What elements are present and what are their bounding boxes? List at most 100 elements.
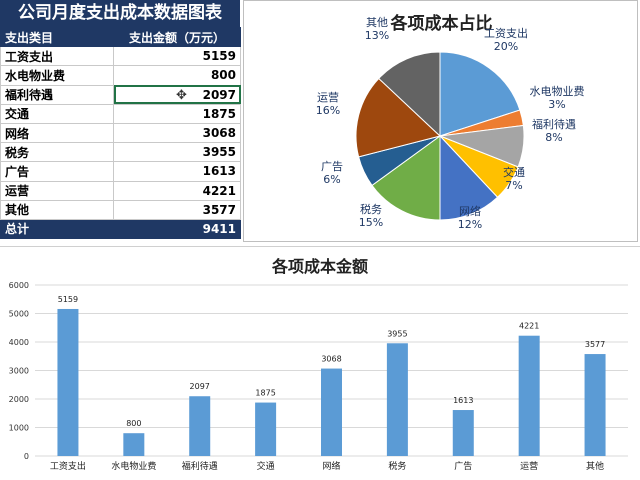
cell-amount[interactable]: 3577 bbox=[113, 199, 241, 220]
pie-slice-category: 运营 bbox=[317, 91, 339, 104]
total-value[interactable]: 9411 bbox=[113, 218, 241, 240]
y-tick-label: 5000 bbox=[9, 310, 29, 319]
bar-data-label: 3068 bbox=[321, 355, 341, 364]
x-tick-label: 广告 bbox=[454, 460, 472, 472]
pie-slice-percent: 8% bbox=[545, 131, 563, 144]
cell-cursor-icon: ✥ bbox=[176, 87, 187, 103]
pie-slice-label: 其他 13% bbox=[337, 16, 417, 42]
table-row: 广告 1613 bbox=[0, 161, 241, 182]
pie-slice-percent: 7% bbox=[505, 179, 523, 192]
table-row: 交通 1875 bbox=[0, 103, 241, 124]
y-tick-label: 6000 bbox=[9, 281, 29, 290]
cell-amount-selected[interactable]: ✥ 2097 bbox=[113, 84, 241, 105]
bar[interactable] bbox=[452, 410, 474, 456]
bar-data-label: 3577 bbox=[585, 340, 605, 349]
table-title: 公司月度支出成本数据图表 bbox=[0, 0, 240, 27]
bar-data-label: 2097 bbox=[190, 382, 210, 391]
y-tick-label: 2000 bbox=[9, 395, 29, 404]
pie-slice-percent: 13% bbox=[364, 29, 390, 42]
pie-slice-percent: 6% bbox=[323, 173, 341, 186]
pie-slice-category: 网络 bbox=[459, 205, 481, 218]
bar-data-label: 4221 bbox=[519, 322, 539, 331]
cell-category[interactable]: 工资支出 bbox=[0, 46, 114, 67]
bar[interactable] bbox=[321, 368, 342, 456]
cell-category[interactable]: 交通 bbox=[0, 103, 114, 124]
pie-chart bbox=[355, 51, 525, 221]
bar[interactable] bbox=[123, 433, 145, 456]
header-category[interactable]: 支出类目 bbox=[0, 26, 114, 48]
cell-amount[interactable]: 3068 bbox=[113, 122, 241, 144]
pie-slice-label: 水电物业费 3% bbox=[517, 85, 597, 111]
pie-slice-label: 运营 16% bbox=[288, 91, 368, 117]
cell-amount[interactable]: 4221 bbox=[113, 180, 241, 201]
cell-category[interactable]: 税务 bbox=[0, 142, 114, 163]
expense-table-panel: 公司月度支出成本数据图表 支出类目 支出金额（万元） 工资支出 5159 水电物… bbox=[0, 0, 241, 242]
bar[interactable] bbox=[57, 308, 79, 456]
pie-slice-category: 福利待遇 bbox=[532, 118, 576, 131]
pie-slice-label: 福利待遇 8% bbox=[514, 118, 594, 144]
pie-slice-percent: 20% bbox=[493, 40, 519, 53]
bar[interactable] bbox=[255, 402, 277, 456]
bar[interactable] bbox=[386, 343, 408, 456]
pie-slice[interactable] bbox=[355, 77, 442, 158]
cell-category[interactable]: 水电物业费 bbox=[0, 65, 114, 86]
bar-data-label: 5159 bbox=[58, 295, 78, 304]
pie-slice[interactable] bbox=[439, 134, 499, 221]
cell-amount[interactable]: 5159 bbox=[113, 46, 241, 67]
cell-category[interactable]: 运营 bbox=[0, 180, 114, 201]
cell-category[interactable]: 广告 bbox=[0, 161, 114, 182]
cell-category[interactable]: 其他 bbox=[0, 199, 114, 220]
bar-chart: 0 1000 2000 3000 4000 5000 6000 5159 工资支出 800 水电物业… bbox=[9, 281, 628, 472]
x-tick-label: 其他 bbox=[586, 460, 604, 472]
x-tick-label: 运营 bbox=[520, 460, 538, 472]
pie-slice-label: 网络 12% bbox=[430, 205, 510, 231]
cell-category[interactable]: 福利待遇 bbox=[0, 84, 114, 105]
table-row: 福利待遇 ✥ 2097 bbox=[0, 84, 241, 105]
table-row: 水电物业费 800 bbox=[0, 65, 241, 86]
cell-category[interactable]: 网络 bbox=[0, 122, 114, 144]
x-tick-label: 工资支出 bbox=[50, 460, 86, 472]
bar[interactable] bbox=[584, 354, 606, 456]
y-tick-label: 3000 bbox=[9, 367, 29, 376]
x-tick-label: 网络 bbox=[322, 460, 340, 472]
bar-data-label: 3955 bbox=[387, 329, 407, 338]
header-amount[interactable]: 支出金额（万元） bbox=[113, 26, 241, 48]
pie-slice-percent: 12% bbox=[457, 218, 483, 231]
pie-slice-label: 交通 7% bbox=[474, 166, 554, 192]
pie-slice[interactable] bbox=[378, 51, 441, 138]
x-tick-label: 水电物业费 bbox=[111, 460, 156, 472]
bar-data-label: 1613 bbox=[453, 396, 473, 405]
pie-slice[interactable] bbox=[371, 135, 441, 221]
table-row: 运营 4221 bbox=[0, 180, 241, 201]
cell-amount[interactable]: 800 bbox=[113, 65, 241, 86]
bar[interactable] bbox=[518, 335, 540, 456]
pie-slice-label: 广告 6% bbox=[292, 160, 372, 186]
total-label[interactable]: 总计 bbox=[0, 218, 114, 240]
x-tick-label: 福利待遇 bbox=[182, 460, 218, 472]
cell-amount[interactable]: 1875 bbox=[113, 103, 241, 124]
bar-chart-title: 各项成本金额 bbox=[271, 257, 368, 276]
bar-chart-panel[interactable]: 各项成本金额 0 1000 2000 3000 4000 5000 6000 5159 工资支出… bbox=[0, 246, 640, 480]
pie-slice-category: 水电物业费 bbox=[529, 85, 585, 98]
pie-slice-category: 其他 bbox=[366, 16, 388, 29]
cell-amount[interactable]: 1613 bbox=[113, 161, 241, 182]
pie-slice-percent: 3% bbox=[548, 98, 566, 111]
table-row: 其他 3577 bbox=[0, 199, 241, 220]
pie-slice-percent: 16% bbox=[315, 104, 341, 117]
pie-slice-category: 交通 bbox=[503, 166, 525, 179]
pie-slice-category: 工资支出 bbox=[484, 27, 528, 40]
x-tick-label: 交通 bbox=[257, 460, 275, 472]
x-tick-label: 税务 bbox=[388, 460, 406, 472]
y-tick-label: 4000 bbox=[9, 338, 29, 347]
table-row: 工资支出 5159 bbox=[0, 46, 241, 67]
bar[interactable] bbox=[189, 396, 211, 456]
y-tick-label: 1000 bbox=[9, 424, 29, 433]
table-row: 税务 3955 bbox=[0, 142, 241, 163]
pie-slice[interactable] bbox=[439, 51, 521, 137]
bar-data-label: 800 bbox=[126, 419, 141, 428]
cell-amount-value: 2097 bbox=[202, 87, 236, 102]
cell-amount[interactable]: 3955 bbox=[113, 142, 241, 163]
bar-data-label: 1875 bbox=[255, 389, 275, 398]
pie-slice-label: 工资支出 20% bbox=[466, 27, 546, 53]
pie-chart-panel[interactable]: 各项成本占比 工资支出 20% 水电物业费 3% 福利待遇 8% 交通 7% 网络 12% 税务 15… bbox=[243, 0, 638, 242]
